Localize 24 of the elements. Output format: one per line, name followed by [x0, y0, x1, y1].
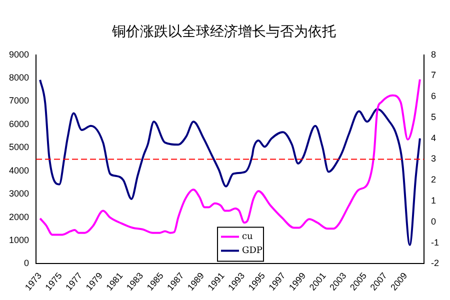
y-tick-label: 3000 — [8, 188, 30, 199]
y-tick-label: 1000 — [8, 234, 30, 245]
y-tick-label: 4000 — [8, 165, 30, 176]
y-tick-label: 5000 — [8, 142, 30, 152]
y2-tick-label: 8 — [431, 49, 436, 60]
legend-label: cu — [242, 232, 254, 242]
y2-tick-label: 0 — [431, 216, 436, 226]
y2-tick-label: 1 — [431, 196, 436, 206]
y2-tick-label: -1 — [431, 237, 440, 248]
y-tick-label: 8000 — [8, 72, 30, 82]
y2-tick-label: 5 — [431, 112, 436, 122]
chart-title: 铜价涨跌以全球经济增长与否为依托 — [111, 24, 336, 40]
y-tick-label: 7000 — [8, 96, 30, 106]
y2-tick-label: 6 — [431, 91, 436, 102]
y2-tick-label: 3 — [431, 154, 436, 164]
y2-tick-label: 7 — [431, 70, 436, 80]
y-tick-label: 6000 — [8, 118, 30, 129]
y2-tick-label: 4 — [431, 132, 436, 143]
y2-tick-label: -2 — [431, 258, 440, 268]
legend-label: GDP — [242, 246, 262, 256]
y-tick-label: 9000 — [8, 49, 30, 60]
y-tick-label: 0 — [24, 258, 30, 268]
y2-tick-label: 2 — [431, 174, 436, 185]
y-tick-label: 2000 — [8, 212, 30, 222]
